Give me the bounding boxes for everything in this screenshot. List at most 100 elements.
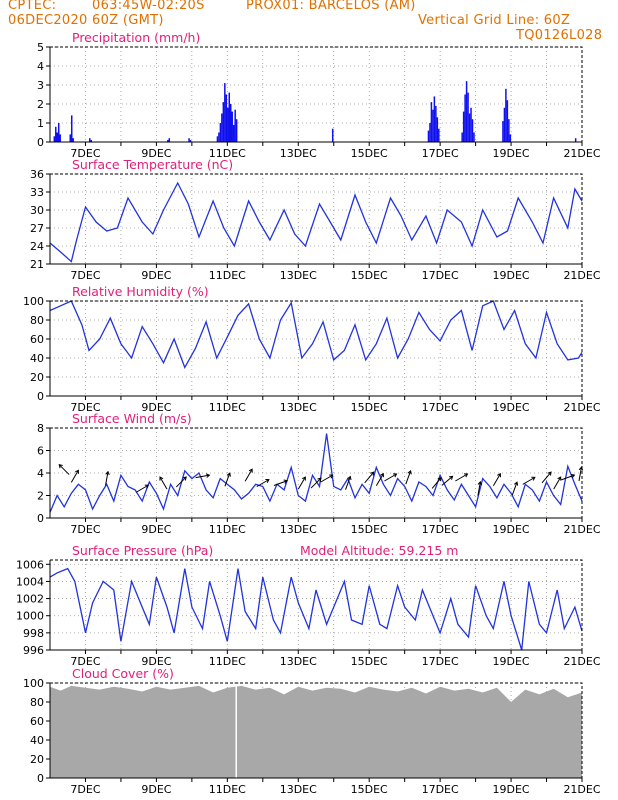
cloud-x-tick-label: 11DEC xyxy=(209,783,246,796)
temp-frame xyxy=(49,173,583,265)
wind-x-tick-label: 21DEC xyxy=(563,523,600,536)
cloud-panel xyxy=(46,682,583,782)
precip-bar xyxy=(427,130,430,142)
wind-x-tick-label: 11DEC xyxy=(209,523,246,536)
precip-bar xyxy=(222,102,225,142)
cloud-x-tick-label: 15DEC xyxy=(351,783,388,796)
wind-arrow-icon xyxy=(511,481,519,496)
precip-bar xyxy=(89,138,91,142)
precip-bar xyxy=(464,94,466,142)
pressure-x-tick-label: 15DEC xyxy=(351,655,388,668)
precip-y-tick-label: 0 xyxy=(37,136,44,149)
precip-x-tick-label: 17DEC xyxy=(422,147,459,160)
precip-bar xyxy=(56,132,59,142)
precip-bar xyxy=(235,119,238,142)
cloud-y-tick-label: 40 xyxy=(30,734,44,747)
rh-x-tick-label: 19DEC xyxy=(493,401,530,414)
precip-bar xyxy=(216,136,219,142)
precip-bar xyxy=(225,94,228,142)
precip-bar xyxy=(430,102,433,142)
precip-bar xyxy=(467,92,469,142)
wind-arrow-icon xyxy=(224,472,231,487)
wind-x-tick-label: 9DEC xyxy=(141,523,171,536)
wind-arrow-icon xyxy=(431,477,442,489)
pressure-x-tick-label: 11DEC xyxy=(209,655,246,668)
precip-bar xyxy=(224,83,226,142)
precip-bar xyxy=(189,140,192,142)
precip-x-tick-label: 9DEC xyxy=(141,147,171,160)
precip-bar xyxy=(473,132,475,142)
precip-bar xyxy=(219,123,222,142)
precip-bar xyxy=(470,107,472,142)
precip-y-tick-label: 1 xyxy=(37,117,44,130)
pressure-panel xyxy=(46,559,583,654)
temp-panel xyxy=(46,173,583,268)
temp-x-tick-label: 15DEC xyxy=(351,269,388,282)
wind-arrow-icon xyxy=(320,474,334,483)
rh-y-tick-label: 0 xyxy=(37,390,44,403)
wind-arrow-icon xyxy=(384,473,398,482)
cloud-y-tick-label: 80 xyxy=(30,696,44,709)
header-station: PROX01: BARCELOS (AM) xyxy=(246,0,416,13)
wind-y-tick-label: 2 xyxy=(37,490,44,503)
wind-arrow-icon xyxy=(375,472,384,487)
wind-y-tick-label: 6 xyxy=(37,445,44,458)
precip-bar xyxy=(228,92,231,142)
precip-y-tick-label: 3 xyxy=(37,79,44,92)
rh-y-tick-label: 100 xyxy=(23,295,44,308)
wind-arrow-icon xyxy=(159,476,168,490)
precip-bar xyxy=(168,138,171,142)
precip-bar xyxy=(432,109,434,142)
precip-bar xyxy=(506,100,509,142)
wind-arrow-icon xyxy=(364,471,375,484)
precip-bar xyxy=(508,119,510,142)
pressure-y-tick-label: 996 xyxy=(23,644,44,657)
precip-y-tick-label: 4 xyxy=(37,60,44,73)
wind-arrow-icon xyxy=(541,471,552,484)
wind-x-tick-label: 7DEC xyxy=(70,523,100,536)
rh-x-tick-label: 17DEC xyxy=(422,401,459,414)
cloud-x-tick-label: 13DEC xyxy=(280,783,317,796)
wind-arrow-icon xyxy=(105,470,110,486)
precip-y-tick-label: 2 xyxy=(37,98,44,111)
wind-y-tick-label: 4 xyxy=(37,467,44,480)
temp-x-tick-label: 19DEC xyxy=(493,269,530,282)
rh-x-tick-label: 9DEC xyxy=(141,401,171,414)
wind-arrow-icon xyxy=(244,468,253,482)
temp-x-tick-label: 13DEC xyxy=(280,269,317,282)
precip-x-tick-label: 13DEC xyxy=(280,147,317,160)
temp-series-line xyxy=(49,181,583,263)
wind-y-tick-label: 8 xyxy=(37,422,44,435)
precip-bar xyxy=(468,113,471,142)
precip-panel xyxy=(46,46,583,146)
wind-x-tick-label: 15DEC xyxy=(351,523,388,536)
wind-arrow-icon xyxy=(195,473,211,479)
precip-bar xyxy=(218,132,220,142)
pressure-x-tick-label: 7DEC xyxy=(70,655,100,668)
pressure-frame xyxy=(49,559,583,651)
precip-bar xyxy=(229,104,232,142)
pressure-y-tick-label: 998 xyxy=(23,627,44,640)
precip-x-tick-label: 15DEC xyxy=(351,147,388,160)
precip-bar xyxy=(227,107,229,142)
precip-bar xyxy=(465,81,468,142)
wind-series-line xyxy=(49,433,583,513)
wind-arrow-icon xyxy=(58,463,70,475)
temp-x-tick-label: 9DEC xyxy=(141,269,171,282)
temp-y-tick-label: 21 xyxy=(30,258,44,271)
pressure-y-tick-label: 1002 xyxy=(16,593,44,606)
temp-y-tick-label: 33 xyxy=(30,186,44,199)
precip-x-tick-label: 7DEC xyxy=(70,147,100,160)
wind-title: Surface Wind (m/s) xyxy=(72,411,192,426)
rh-y-tick-label: 20 xyxy=(30,371,44,384)
wind-x-tick-label: 19DEC xyxy=(493,523,530,536)
wind-panel xyxy=(46,427,584,522)
temp-x-tick-label: 7DEC xyxy=(70,269,100,282)
precip-bar xyxy=(429,123,431,142)
wind-arrow-icon xyxy=(405,470,412,485)
precip-bar xyxy=(438,128,440,142)
precip-bar xyxy=(331,128,334,142)
wind-arrow-icon xyxy=(522,476,536,485)
header-vertical-grid: Vertical Grid Line: 60Z xyxy=(418,13,571,28)
